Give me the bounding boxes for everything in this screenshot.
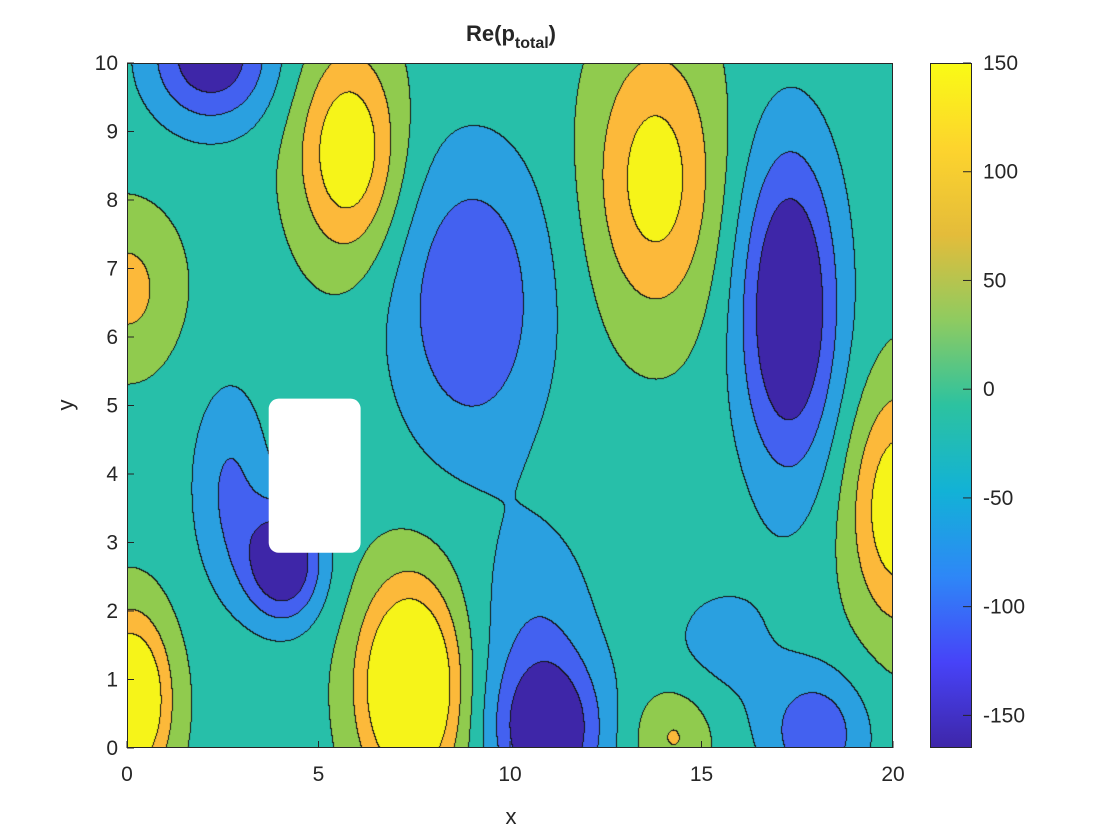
- y-axis-label: y: [53, 400, 78, 411]
- colorbar-tick-label: -150: [983, 704, 1025, 727]
- y-tick-label: 3: [106, 532, 118, 555]
- x-tick-label: 15: [690, 763, 713, 786]
- y-tick-label: 5: [106, 395, 118, 418]
- colorbar: 150 100 50 0 -50 -100 -150: [930, 52, 1025, 748]
- colorbar-tick-label: 0: [983, 378, 995, 401]
- x-axis-label: x: [506, 804, 517, 829]
- y-tick-label: 0: [106, 737, 118, 760]
- y-tick-label: 1: [106, 669, 118, 692]
- colorbar-tick-label: -100: [983, 596, 1025, 619]
- chart-title-subscript: total: [515, 35, 549, 52]
- colorbar-ticks: 150 100 50 0 -50 -100 -150: [963, 52, 1025, 727]
- y-tick-label: 4: [106, 463, 118, 486]
- x-axis: 0 5 10 15 20: [121, 741, 905, 786]
- x-tick-label: 10: [498, 763, 521, 786]
- x-tick-label: 5: [313, 763, 325, 786]
- colorbar-gradient: [931, 63, 971, 748]
- y-tick-label: 8: [106, 189, 118, 212]
- y-tick-label: 6: [106, 326, 118, 349]
- chart-title: Re(ptotal): [466, 21, 556, 52]
- colorbar-tick-label: 50: [983, 269, 1006, 292]
- plot-area: [127, 63, 893, 748]
- y-tick-label: 10: [95, 52, 118, 75]
- y-axis: 0 1 2 3 4 5 6 7 8 9 10: [95, 52, 134, 760]
- x-tick-label: 20: [881, 763, 904, 786]
- chart-title-close: ): [549, 21, 556, 46]
- colorbar-tick-label: 100: [983, 161, 1018, 184]
- chart-title-main: Re(p: [466, 21, 515, 46]
- contour-field-container: [127, 63, 893, 748]
- colorbar-frame: [930, 63, 972, 748]
- colorbar-tick-label: 150: [983, 52, 1018, 75]
- y-tick-label: 7: [106, 258, 118, 281]
- y-tick-label: 2: [106, 600, 118, 623]
- contour-field: [127, 63, 893, 748]
- obstacle: [268, 398, 361, 553]
- y-tick-label: 9: [106, 121, 118, 144]
- colorbar-tick-label: -50: [983, 487, 1013, 510]
- x-tick-label: 0: [121, 763, 133, 786]
